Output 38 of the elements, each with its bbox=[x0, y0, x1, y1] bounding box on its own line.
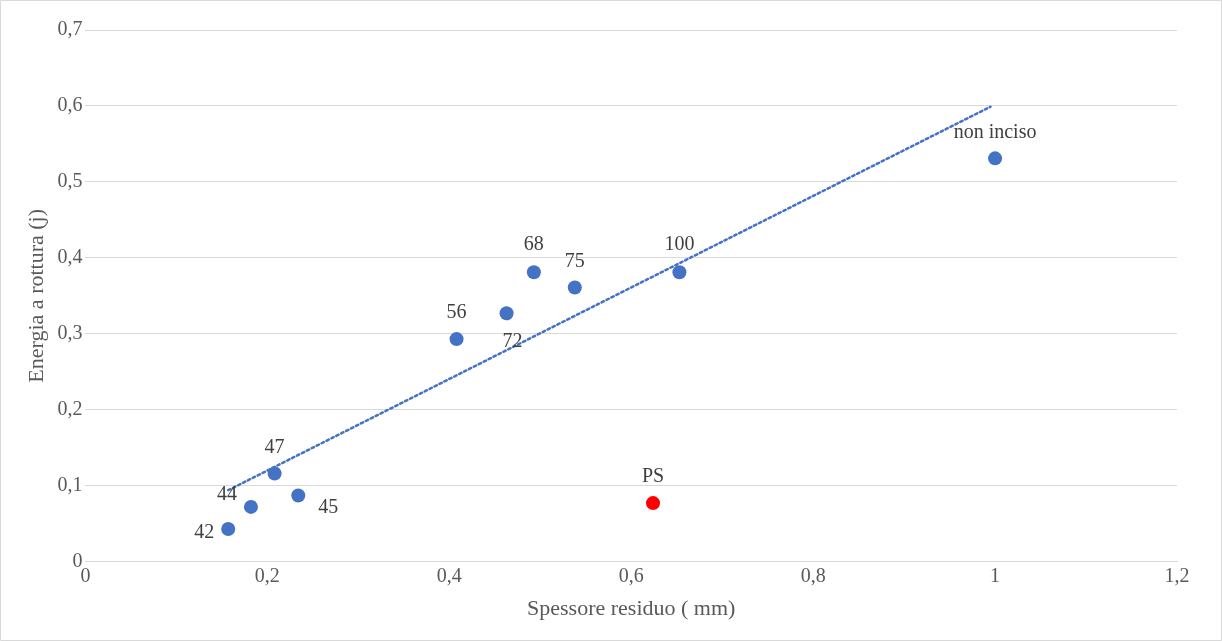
x-tick-label: 0,6 bbox=[618, 563, 644, 586]
x-tick-label: 0,4 bbox=[436, 563, 462, 586]
y-tick-label: 0,7 bbox=[57, 17, 83, 40]
y-tick-label: 0,6 bbox=[57, 93, 83, 116]
y-tick-label: 0,2 bbox=[57, 396, 83, 419]
y-axis-title: Energia a rottura (j) bbox=[22, 208, 48, 383]
x-tick-label: 1,2 bbox=[1164, 563, 1190, 586]
annotation: non inciso bbox=[953, 119, 1037, 142]
point bbox=[672, 265, 687, 280]
x-tick-label: 0,8 bbox=[800, 563, 826, 586]
point bbox=[646, 496, 661, 511]
y-tick-label: 0,4 bbox=[57, 245, 83, 268]
point bbox=[267, 466, 282, 481]
annotation: 47 bbox=[264, 434, 285, 457]
annotation: 45 bbox=[318, 494, 339, 517]
y-tick-label: 0,3 bbox=[57, 321, 83, 344]
annotation: 68 bbox=[523, 231, 544, 254]
point bbox=[291, 488, 306, 503]
point bbox=[221, 521, 236, 536]
y-tick-label: 0 bbox=[72, 548, 83, 571]
x-tick-label: 0,2 bbox=[254, 563, 280, 586]
point bbox=[449, 332, 464, 347]
point bbox=[526, 265, 541, 280]
point bbox=[499, 306, 514, 321]
annotation: 100 bbox=[664, 231, 695, 254]
annotation: 44 bbox=[216, 482, 237, 505]
annotation: 56 bbox=[446, 300, 467, 323]
point bbox=[243, 499, 258, 514]
y-tick-label: 0,5 bbox=[57, 169, 83, 192]
point bbox=[988, 151, 1003, 166]
x-tick-label: 1 bbox=[990, 563, 1001, 586]
x-axis-title: Spessore residuo ( mm) bbox=[527, 594, 736, 620]
annotation: 42 bbox=[194, 520, 215, 543]
y-tick-label: 0,1 bbox=[57, 472, 83, 495]
annotation: 72 bbox=[502, 328, 523, 351]
annotation: PS bbox=[641, 464, 665, 487]
point bbox=[567, 280, 582, 295]
annotation: 75 bbox=[564, 248, 585, 271]
